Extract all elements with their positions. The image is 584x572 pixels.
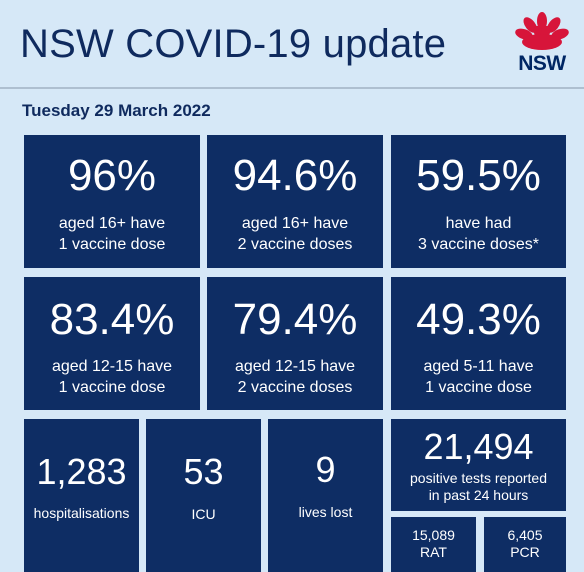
pcr-tile: 6,405 PCR xyxy=(484,517,566,572)
stat-value: 94.6% xyxy=(232,151,358,200)
stat-value: 1,283 xyxy=(36,451,127,492)
positive-tests-tile: 21,494 positive tests reported in past 2… xyxy=(391,419,566,511)
lives-lost-tile: 9 lives lost xyxy=(268,419,383,572)
logo-text: NSW xyxy=(518,52,566,75)
icu-tile: 53 ICU xyxy=(146,419,261,572)
stat-value: 79.4% xyxy=(232,295,358,344)
vaccine-tile: 79.4% aged 12-15 have 2 vaccine doses xyxy=(207,277,383,410)
stat-value: 53 xyxy=(183,451,224,492)
stat-value: 21,494 xyxy=(423,426,534,467)
pcr-value: 6,405 xyxy=(507,527,543,543)
stat-value: 83.4% xyxy=(49,295,175,344)
nsw-logo: NSW xyxy=(512,12,572,75)
vaccine-tile: 83.4% aged 12-15 have 1 vaccine dose xyxy=(24,277,200,410)
stat-caption-line2: 1 vaccine dose xyxy=(425,379,532,396)
stat-caption-line1: aged 12-15 have xyxy=(234,358,356,375)
stat-caption-line1: have had xyxy=(445,215,512,232)
stat-caption-line1: aged 16+ have xyxy=(58,215,166,232)
stat-caption-line1: aged 16+ have xyxy=(241,215,349,232)
rat-tile: 15,089 RAT xyxy=(391,517,476,572)
waratah-icon xyxy=(515,12,569,50)
stat-caption-line2: 2 vaccine doses xyxy=(237,379,353,396)
stat-caption-line2: 3 vaccine doses* xyxy=(418,236,539,253)
stat-caption-line1: positive tests reported xyxy=(410,470,547,486)
stat-value: 9 xyxy=(315,449,336,490)
stat-caption-line1: aged 5-11 have xyxy=(423,358,534,375)
vaccine-tile: 59.5% have had 3 vaccine doses* xyxy=(391,135,566,268)
pcr-label: PCR xyxy=(510,544,540,560)
vaccine-tile: 96% aged 16+ have 1 vaccine dose xyxy=(24,135,200,268)
stat-value: 59.5% xyxy=(416,151,541,200)
rat-label: RAT xyxy=(420,544,447,560)
stat-label: ICU xyxy=(191,506,216,522)
stat-caption-line2: 2 vaccine doses xyxy=(237,236,353,253)
stat-caption-line2: in past 24 hours xyxy=(428,487,529,503)
rat-value: 15,089 xyxy=(412,527,455,543)
hospitalisations-tile: 1,283 hospitalisations xyxy=(24,419,139,572)
vaccine-tile: 49.3% aged 5-11 have 1 vaccine dose xyxy=(391,277,566,410)
stat-label: lives lost xyxy=(298,504,353,520)
stat-caption-line1: aged 12-15 have xyxy=(51,358,173,375)
report-date: Tuesday 29 March 2022 xyxy=(22,101,211,120)
stat-caption-line2: 1 vaccine dose xyxy=(58,236,166,253)
stat-caption-line2: 1 vaccine dose xyxy=(58,379,166,396)
stat-value: 49.3% xyxy=(416,295,541,344)
vaccine-tile: 94.6% aged 16+ have 2 vaccine doses xyxy=(207,135,383,268)
stat-label: hospitalisations xyxy=(33,505,130,521)
header-divider xyxy=(0,87,584,89)
page-title: NSW COVID-19 update xyxy=(20,22,447,66)
header: NSW COVID-19 update NSW xyxy=(0,0,584,87)
stat-value: 96% xyxy=(67,151,157,200)
